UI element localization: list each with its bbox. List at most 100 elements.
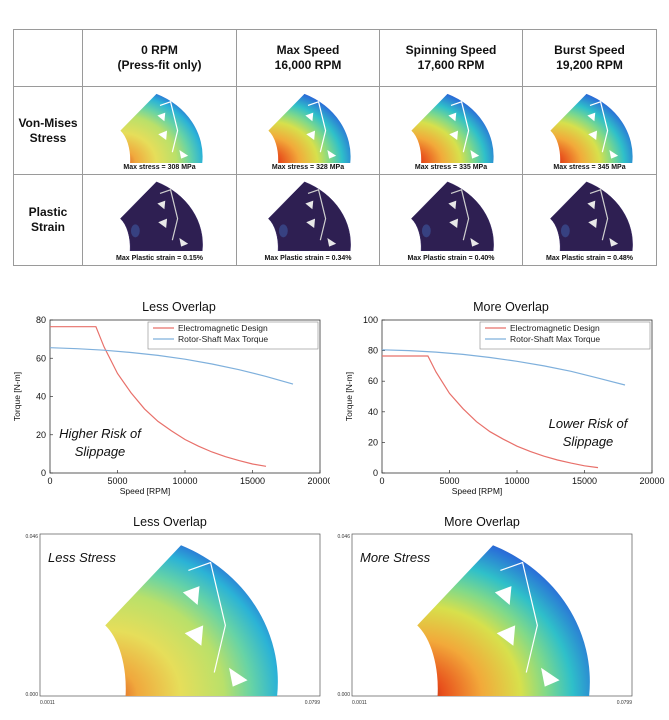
map-y-top-label: 0.046 <box>25 534 38 540</box>
magnet-slot <box>449 218 459 228</box>
magnet-slot-outline <box>589 101 608 153</box>
y-tick-label: 20 <box>36 430 46 440</box>
stress-level-label: More Stress <box>360 550 431 565</box>
torque-chart-less-overlap: Less Overlap 0 5000 10000 15000 20000 0 20 40 60 8… <box>12 300 330 496</box>
x-tick-label: 10000 <box>504 476 529 486</box>
rotor-sector <box>268 181 351 251</box>
rotor-sector <box>549 93 633 163</box>
max-stress-caption: Max stress = 308 MPa <box>123 164 196 171</box>
map-x-left-label: 0.0011 <box>40 700 55 706</box>
magnet-slot <box>448 112 457 122</box>
stress-contour-thumbnail <box>268 93 351 163</box>
strain-contour-thumbnail <box>549 181 633 251</box>
strain-result-cell: Max Plastic strain = 0.15% <box>82 174 237 266</box>
magnet-slot <box>587 130 597 140</box>
column-header-line1: 0 RPM <box>141 43 178 57</box>
column-header: Burst Speed 19,200 RPM <box>522 29 657 87</box>
strain-result-cell: Max Plastic strain = 0.34% <box>236 174 380 266</box>
risk-annotation-line1: Lower Risk of <box>549 416 629 431</box>
y-axis-label: Torque [N-m] <box>344 372 354 421</box>
series-line-electromagnetic-design <box>50 326 267 467</box>
magnet-slot-outline <box>589 189 608 241</box>
magnet-slot <box>157 218 167 228</box>
column-header: 0 RPM (Press-fit only) <box>82 29 237 87</box>
stress-contour-thumbnail <box>549 93 633 163</box>
row-header: Plastic Strain <box>13 174 83 266</box>
max-strain-caption: Max Plastic strain = 0.40% <box>407 255 495 262</box>
map-x-right-label: 0.0799 <box>305 700 321 706</box>
column-header-line2: (Press-fit only) <box>117 58 202 72</box>
column-header-line2: 16,000 RPM <box>274 58 342 72</box>
rotor-sector <box>411 181 494 251</box>
magnet-slot <box>157 130 167 140</box>
strain-hotspot <box>421 224 431 238</box>
strain-hotspot <box>130 224 140 238</box>
y-tick-label: 100 <box>363 315 378 325</box>
magnet-slot <box>494 586 512 605</box>
chart-title: Less Overlap <box>142 300 216 314</box>
strain-contour-thumbnail <box>411 181 494 251</box>
magnet-slot-outline <box>159 189 178 241</box>
magnet-slot <box>156 112 165 122</box>
x-axis-label: Speed [RPM] <box>120 486 171 496</box>
magnet-slot-outline <box>450 101 470 153</box>
magnet-slot <box>608 150 618 159</box>
risk-annotation-line1: Higher Risk of <box>59 426 142 441</box>
row-header: Von-Mises Stress <box>13 86 83 175</box>
stress-result-cell: Max stress = 335 MPa <box>379 86 523 175</box>
rotor-sector-stress-contour <box>105 545 278 696</box>
magnet-slot-outline <box>307 101 327 153</box>
column-header-line1: Spinning Speed <box>405 43 497 57</box>
legend <box>147 321 319 350</box>
y-tick-label: 40 <box>36 392 46 402</box>
stress-map-less-overlap: Less Overlap Less Stress 0.046 0.0000.0011 0… <box>25 515 321 706</box>
max-stress-caption: Max stress = 328 MPa <box>271 164 345 171</box>
rotor-sector <box>549 181 633 251</box>
legend-entry: Electromagnetic Design <box>510 323 600 333</box>
x-tick-label: 15000 <box>572 476 597 486</box>
magnet-slot <box>178 150 188 159</box>
magnet-slot-outline <box>159 101 178 153</box>
row-header-line2: Stress <box>29 130 67 145</box>
magnet-slot <box>306 218 316 228</box>
column-header-line1: Burst Speed <box>554 43 625 57</box>
x-tick-label: 10000 <box>172 476 197 486</box>
column-header-line2: 19,200 RPM <box>556 58 623 72</box>
magnet-slot <box>305 200 314 210</box>
y-tick-label: 80 <box>368 346 378 356</box>
x-tick-label: 20000 <box>307 476 330 486</box>
x-tick-label: 20000 <box>639 476 664 486</box>
rotor-sector <box>119 93 203 163</box>
y-tick-label: 0 <box>41 468 46 478</box>
magnet-slot <box>448 200 457 210</box>
strain-contour-thumbnail <box>268 181 351 251</box>
x-tick-label: 0 <box>379 476 384 486</box>
magnet-slot-outline <box>500 561 538 673</box>
magnet-slot <box>306 130 316 140</box>
max-strain-caption: Max Plastic strain = 0.34% <box>264 255 352 262</box>
magnet-slot <box>496 625 516 646</box>
stress-contour-thumbnail <box>411 93 494 163</box>
magnet-slot <box>608 238 618 247</box>
stress-map-more-overlap: More Overlap More Stress 0.046 0.0000.0011 0… <box>337 515 633 706</box>
legend-entry: Rotor-Shaft Max Torque <box>510 334 600 344</box>
map-y-bottom-label: 0.000 <box>337 692 350 698</box>
x-axis-label: Speed [RPM] <box>452 486 503 496</box>
max-stress-caption: Max stress = 345 MPa <box>553 164 626 171</box>
legend <box>479 321 651 350</box>
torque-chart-more-overlap: More Overlap 0 5000 10000 15000 20000 0 20 40 60 8… <box>344 300 665 496</box>
table-corner-cell <box>13 29 83 87</box>
column-header-line1: Max Speed <box>276 43 340 57</box>
stress-result-cell: Max stress = 308 MPa <box>82 86 237 175</box>
y-tick-label: 0 <box>373 468 378 478</box>
legend-entry: Electromagnetic Design <box>178 323 268 333</box>
column-header: Spinning Speed 17,600 RPM <box>379 29 523 87</box>
max-strain-caption: Max Plastic strain = 0.15% <box>116 255 203 262</box>
magnet-slot <box>449 130 459 140</box>
magnet-slot <box>229 667 248 687</box>
rotor-sector <box>119 181 203 251</box>
legend-entry: Rotor-Shaft Max Torque <box>178 334 268 344</box>
stress-map-title: Less Overlap <box>133 515 207 529</box>
map-x-left-label: 0.0011 <box>352 700 367 706</box>
map-y-bottom-label: 0.000 <box>25 692 38 698</box>
